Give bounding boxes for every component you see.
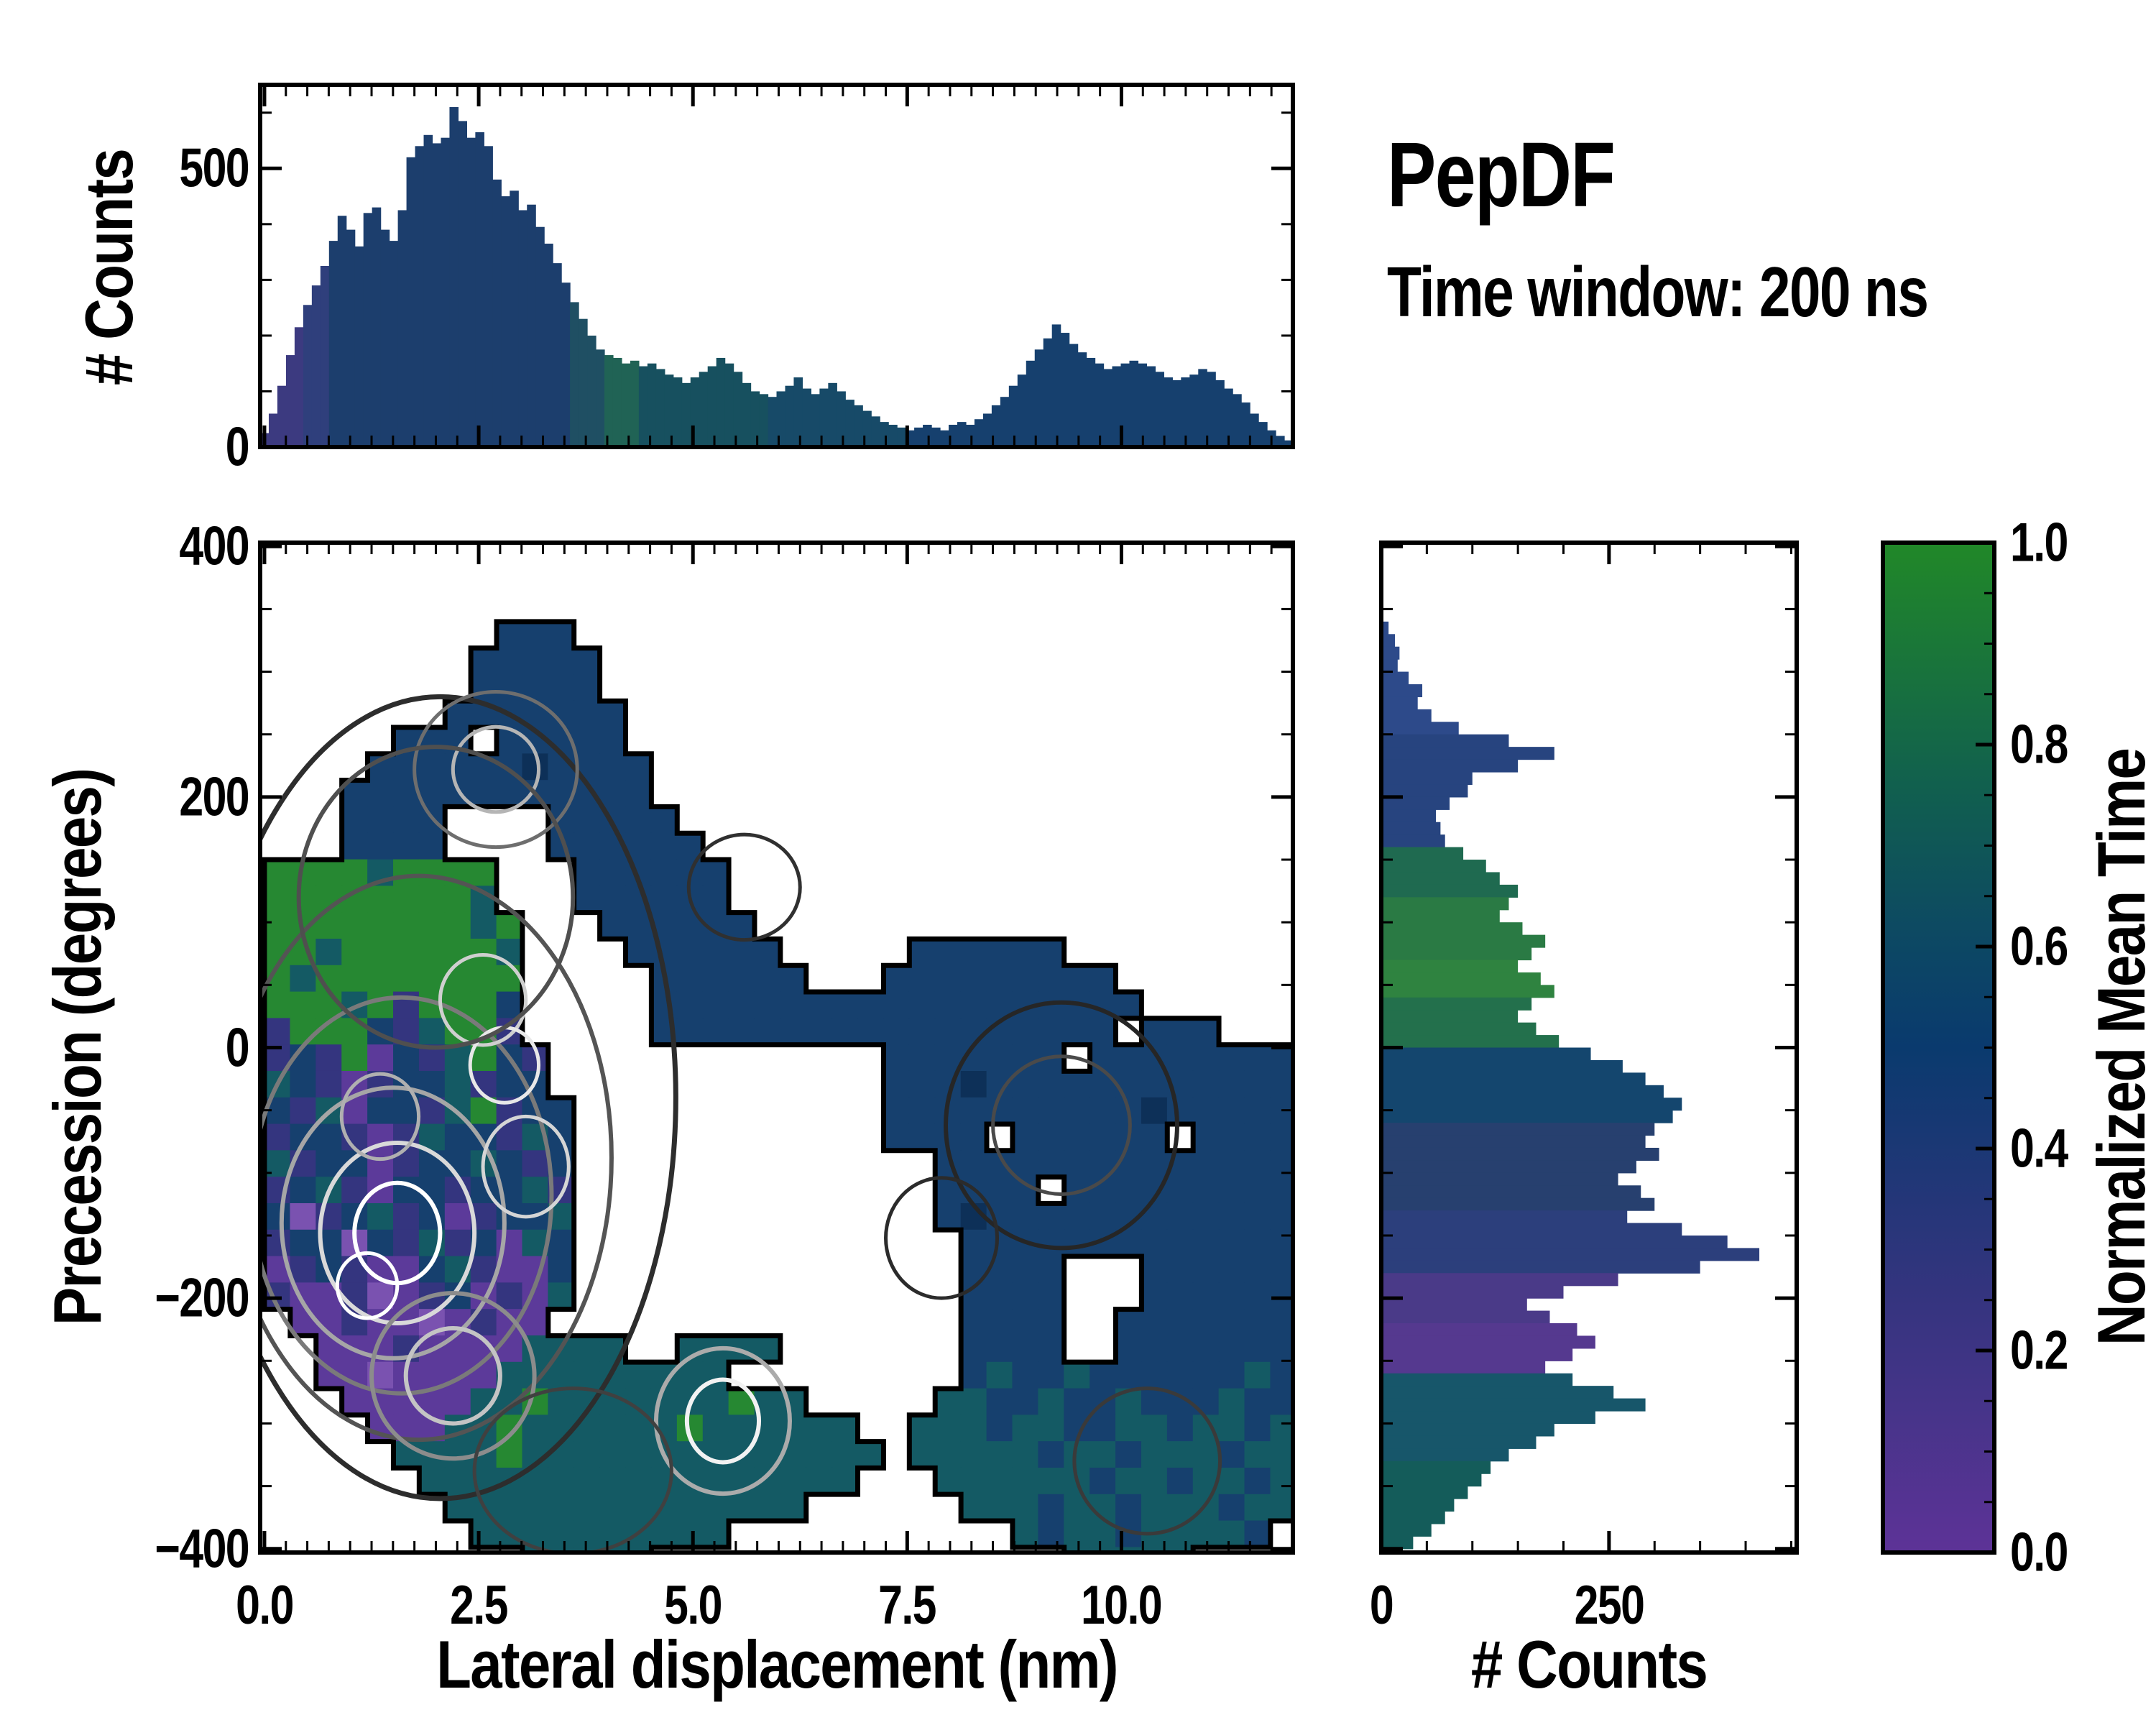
main-xtick: 5.0: [664, 1575, 722, 1636]
right-hist-xlabel: # Counts: [1470, 1627, 1708, 1702]
main-ytick: 0: [225, 1017, 250, 1078]
right-hist-xtick: 250: [1574, 1575, 1645, 1636]
figure-subtitle: Time window: 200 ns: [1387, 252, 1929, 331]
figure-title: PepDF: [1387, 124, 1616, 226]
top-hist-ytick: 500: [179, 137, 249, 199]
right-hist-xtick: 0: [1369, 1575, 1394, 1636]
colorbar-tick: 0.6: [2010, 916, 2068, 978]
main-ytick: 200: [179, 766, 249, 828]
main-xtick: 2.5: [450, 1575, 508, 1636]
colorbar-label: Normalized Mean Time: [2083, 748, 2156, 1346]
main-ytick: 400: [179, 515, 249, 577]
main-ytick: −200: [155, 1267, 249, 1329]
top-hist-ylabel: # Counts: [71, 149, 147, 386]
colorbar-tick: 0.4: [2010, 1118, 2068, 1179]
colorbar-tick: 0.2: [2010, 1320, 2068, 1381]
top-hist-ytick: 0: [225, 416, 250, 478]
colorbar-tick: 0.0: [2010, 1522, 2068, 1583]
main-xlabel: Lateral displacement (nm): [436, 1627, 1118, 1702]
main-ytick: −400: [155, 1518, 249, 1580]
main-xtick: 7.5: [878, 1575, 936, 1636]
colorbar-tick: 1.0: [2010, 512, 2068, 574]
main-ylabel: Precession (degrees): [40, 768, 115, 1326]
main-xtick: 10.0: [1081, 1575, 1163, 1636]
main-xtick: 0.0: [236, 1575, 294, 1636]
colorbar-tick: 0.8: [2010, 714, 2068, 776]
